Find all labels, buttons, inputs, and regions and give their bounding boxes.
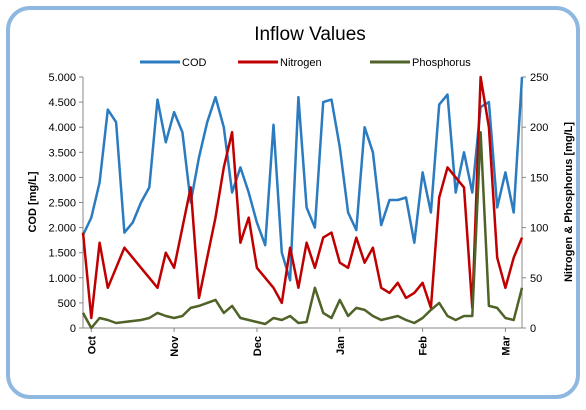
x-tick-label: Oct — [86, 336, 98, 355]
y-tick-label: 3.500 — [48, 147, 76, 159]
y2-axis-label: Nitrogen & Phosphorus [mg/L] — [563, 122, 575, 282]
y-tick-label: 5.000 — [48, 72, 76, 84]
y-tick-label: 3.000 — [48, 172, 76, 184]
x-tick-label: Feb — [418, 336, 430, 356]
y-tick-label: 1.500 — [48, 248, 76, 260]
y-axis-label: COD [mg/L] — [27, 171, 39, 232]
y2-tick-label: 250 — [530, 72, 548, 84]
y-tick-label: 500 — [58, 298, 76, 310]
y-tick-label: 2.000 — [48, 223, 76, 235]
y-tick-label: 0 — [70, 323, 76, 335]
y2-tick-label: 200 — [530, 122, 548, 134]
series-line — [81, 75, 524, 320]
x-tick-label: Nov — [169, 335, 181, 357]
y2-tick-label: 100 — [530, 223, 548, 235]
y-tick-label: 1.000 — [48, 273, 76, 285]
legend-label: Nitrogen — [280, 57, 322, 69]
series-line — [81, 130, 524, 330]
series-line — [81, 76, 524, 282]
x-tick-label: Mar — [500, 335, 512, 355]
y2-tick-label: 50 — [530, 273, 542, 285]
x-tick-label: Jan — [335, 336, 347, 355]
legend-label: Phosphorus — [412, 57, 471, 69]
y2-tick-label: 0 — [530, 323, 536, 335]
legend-label: COD — [182, 57, 207, 69]
y-tick-label: 4.500 — [48, 97, 76, 109]
y2-tick-label: 150 — [530, 172, 548, 184]
chart-title: Inflow Values — [254, 24, 366, 45]
y-tick-label: 2.500 — [48, 198, 76, 210]
x-tick-label: Dec — [252, 336, 264, 356]
y-tick-label: 4.000 — [48, 122, 76, 134]
